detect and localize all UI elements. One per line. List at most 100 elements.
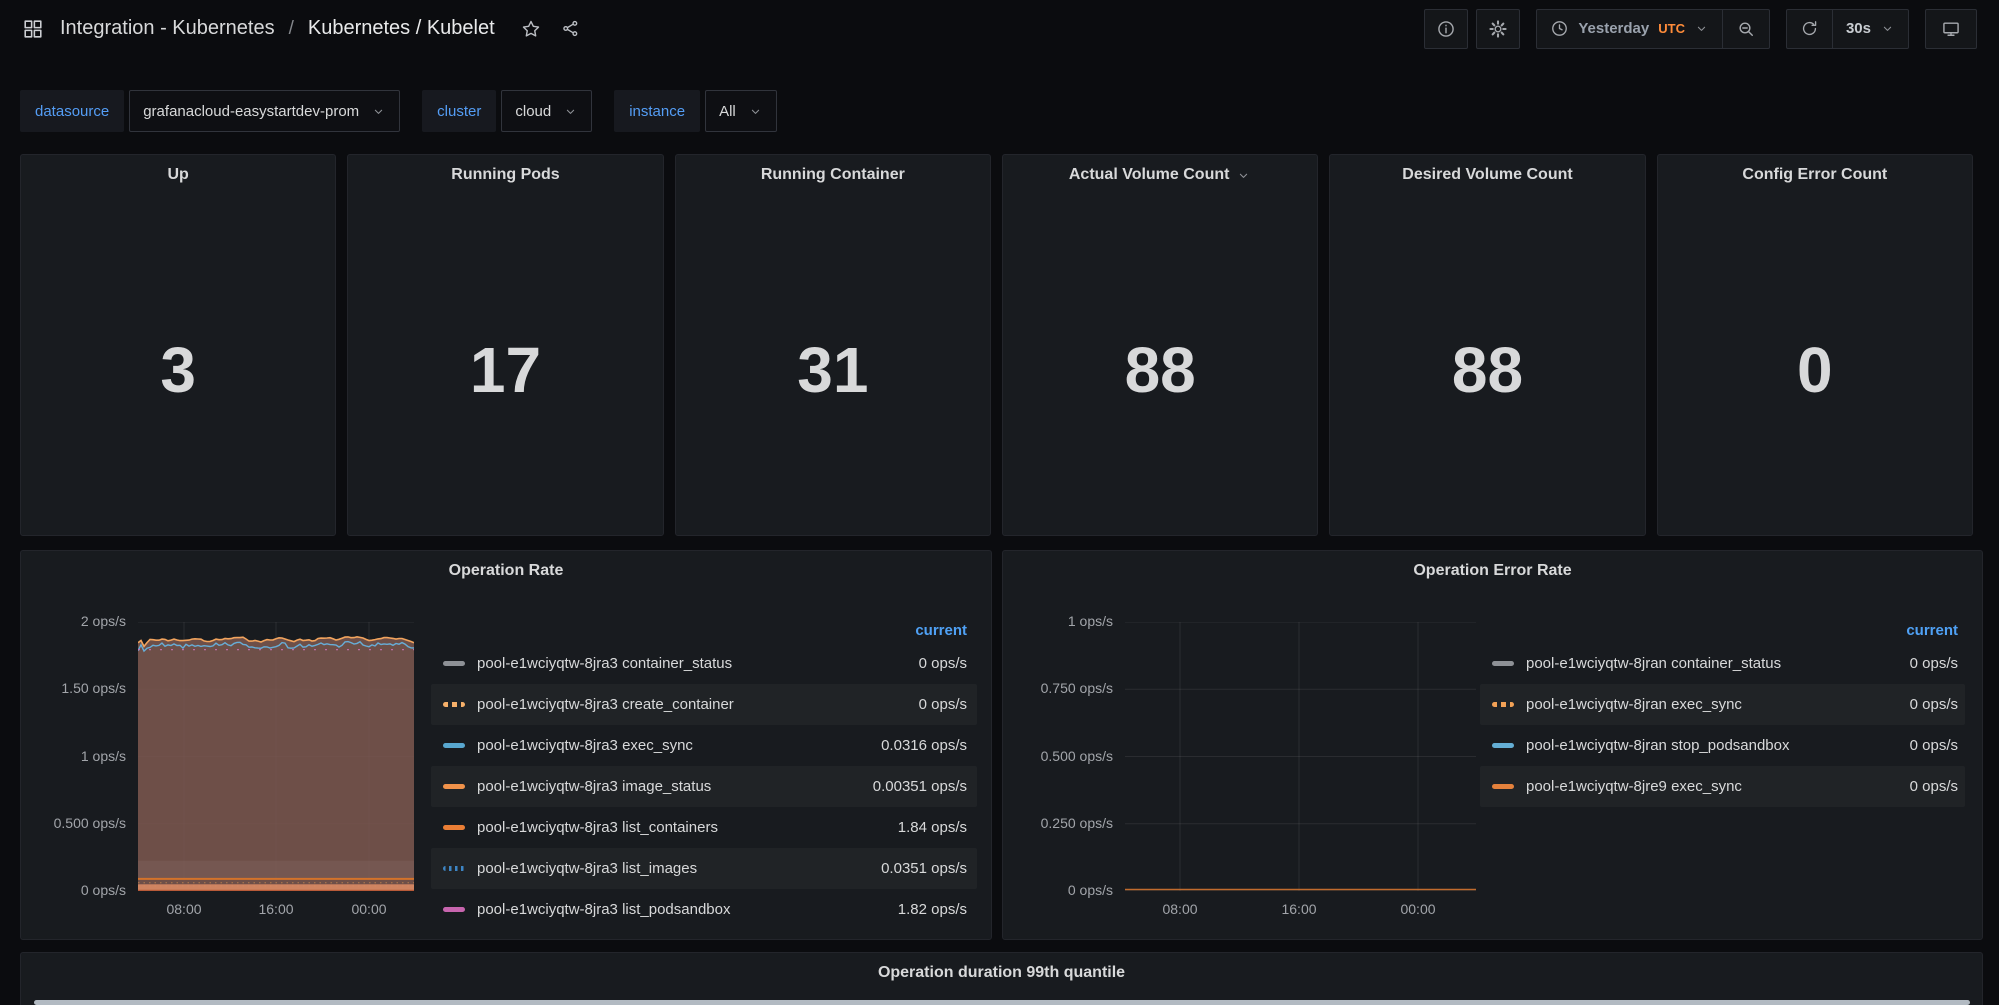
zoom-out-icon <box>1736 19 1756 39</box>
legend-value-header[interactable]: current <box>1906 621 1958 639</box>
series-current-value: 0 ops/s <box>918 655 967 672</box>
time-series-plot[interactable] <box>1125 622 1476 891</box>
legend-value-header[interactable]: current <box>915 621 967 639</box>
refresh-button[interactable] <box>1787 10 1832 48</box>
legend-row[interactable]: pool-e1wciyqtw-8jra3 create_container 0 o… <box>431 684 977 725</box>
legend-row[interactable]: pool-e1wciyqtw-8jran stop_podsandbox 0 op… <box>1480 725 1965 766</box>
panel-title[interactable]: Running Pods <box>348 166 662 184</box>
stat-value: 88 <box>1451 334 1524 406</box>
filter-dropdown-instance[interactable]: All <box>705 90 777 132</box>
star-icon[interactable] <box>521 19 541 39</box>
stat-panel-running-container: Running Container 31 <box>674 154 991 536</box>
dashboard-controls: Yesterday UTC 30s <box>1424 8 1977 49</box>
kiosk-mode-button[interactable] <box>1925 8 1977 49</box>
time-picker-group: Yesterday UTC <box>1536 8 1770 49</box>
series-name: pool-e1wciyqtw-8jra3 create_container <box>477 696 734 713</box>
chevron-down-icon <box>1694 21 1709 36</box>
apps-grid-icon[interactable] <box>22 18 44 40</box>
series-color-swatch <box>443 825 465 830</box>
panel-title[interactable]: Operation Error Rate <box>1003 562 1982 580</box>
info-circle-icon <box>1436 19 1456 39</box>
timezone-label: UTC <box>1658 21 1685 36</box>
filter-label-instance: instance <box>614 90 701 132</box>
legend-row[interactable]: pool-e1wciyqtw-8jra3 list_podsandbox 1.82… <box>431 889 977 930</box>
legend-row[interactable]: pool-e1wciyqtw-8jra3 list_images 0.0351 o… <box>431 848 977 889</box>
share-icon[interactable] <box>561 19 580 38</box>
filter-value: All <box>719 102 736 120</box>
settings-button[interactable] <box>1476 8 1521 49</box>
y-axis-label: 0.250 ops/s <box>1040 814 1113 831</box>
stat-value: 3 <box>160 334 196 406</box>
panel-title[interactable]: Up <box>21 166 335 184</box>
filter-datasource: datasource grafanacloud-easystartdev-prom <box>20 90 401 132</box>
monitor-icon <box>1941 19 1961 39</box>
series-name: pool-e1wciyqtw-8jra3 list_podsandbox <box>477 901 731 918</box>
series-color-swatch <box>443 784 465 789</box>
series-current-value: 0 ops/s <box>1909 655 1958 672</box>
time-range-picker[interactable]: Yesterday UTC <box>1537 10 1722 48</box>
filter-dropdown-datasource[interactable]: grafanacloud-easystartdev-prom <box>129 90 401 132</box>
panel-title[interactable]: Operation duration 99th quantile <box>21 964 1982 982</box>
legend-row[interactable]: pool-e1wciyqtw-8jra3 list_containers 1.84… <box>431 807 977 848</box>
series-color-swatch <box>1492 702 1514 707</box>
refresh-icon <box>1800 19 1819 38</box>
clock-icon <box>1550 19 1569 38</box>
info-button[interactable] <box>1424 8 1469 49</box>
legend-row[interactable]: pool-e1wciyqtw-8jre9 exec_sync 0 ops/s <box>1480 766 1965 807</box>
breadcrumb: Integration - Kubernetes / Kubernetes / … <box>22 17 580 40</box>
legend-row[interactable]: pool-e1wciyqtw-8jran exec_sync 0 ops/s <box>1480 684 1965 725</box>
panel-title[interactable]: Desired Volume Count <box>1330 166 1644 184</box>
panel-title[interactable]: Actual Volume Count <box>1003 166 1317 184</box>
y-axis-label: 0.500 ops/s <box>53 814 126 831</box>
series-color-swatch <box>1492 784 1514 789</box>
series-current-value: 1.84 ops/s <box>897 819 967 836</box>
series-current-value: 0.0351 ops/s <box>881 860 967 877</box>
panel-title-text: Running Container <box>760 166 905 183</box>
refresh-group: 30s <box>1785 8 1909 49</box>
panel-title-text: Desired Volume Count <box>1402 166 1573 183</box>
y-axis-label: 0 ops/s <box>1067 882 1113 898</box>
panel-operation-duration-99th-quantile: Operation duration 99th quantile <box>20 952 1983 1005</box>
panel-title-text: Operation duration 99th quantile <box>877 964 1126 981</box>
series-current-value: 0 ops/s <box>918 696 967 713</box>
legend-row[interactable]: pool-e1wciyqtw-8jra3 image_status 0.00351… <box>431 766 977 807</box>
series-name: pool-e1wciyqtw-8jre9 exec_sync <box>1526 778 1742 795</box>
panel-title-text: Running Pods <box>451 166 560 183</box>
y-axis-label: 0.750 ops/s <box>1040 680 1113 697</box>
series-current-value: 0 ops/s <box>1909 737 1958 754</box>
series-name: pool-e1wciyqtw-8jra3 exec_sync <box>477 737 693 754</box>
series-current-value: 0 ops/s <box>1909 696 1958 713</box>
panel-operation-error-rate: Operation Error Rate 1 ops/s 0.750 ops/s 0… <box>1002 550 1983 940</box>
filter-value: grafanacloud-easystartdev-prom <box>143 102 360 120</box>
panel-title[interactable]: Operation Rate <box>21 562 991 580</box>
stat-value: 17 <box>469 334 542 406</box>
series-current-value: 0 ops/s <box>1909 778 1958 795</box>
series-color-swatch <box>1492 661 1514 666</box>
panel-title[interactable]: Config Error Count <box>1658 166 1972 184</box>
series-current-value: 0.00351 ops/s <box>872 778 967 795</box>
stat-panel-desired-volume-count: Desired Volume Count 88 <box>1329 154 1646 536</box>
chevron-down-icon <box>748 104 763 119</box>
legend-row[interactable]: pool-e1wciyqtw-8jra3 container_status 0 o… <box>431 643 977 684</box>
series-name: pool-e1wciyqtw-8jra3 container_status <box>477 655 733 672</box>
stat-panel-config-error-count: Config Error Count 0 <box>1656 154 1973 536</box>
stat-value: 31 <box>797 334 869 406</box>
series-name: pool-e1wciyqtw-8jra3 list_containers <box>477 819 718 836</box>
stat-panel-running-pods: Running Pods 17 <box>347 154 664 536</box>
refresh-interval-picker[interactable]: 30s <box>1831 9 1908 48</box>
zoom-out-button[interactable] <box>1721 9 1769 48</box>
y-axis-label: 1 ops/s <box>80 747 126 764</box>
series-name: pool-e1wciyqtw-8jra3 list_images <box>477 860 698 877</box>
panel-title-text: Operation Rate <box>448 562 564 579</box>
panel-title-text: Config Error Count <box>1742 166 1888 183</box>
stat-value: 0 <box>1797 334 1833 406</box>
breadcrumb-root[interactable]: Integration - Kubernetes <box>60 17 275 39</box>
panel-title[interactable]: Running Container <box>676 166 990 184</box>
series-name: pool-e1wciyqtw-8jran stop_podsandbox <box>1526 737 1790 754</box>
filter-dropdown-cluster[interactable]: cloud <box>501 90 593 132</box>
legend-row[interactable]: pool-e1wciyqtw-8jran container_status 0 o… <box>1480 643 1965 684</box>
legend: current pool-e1wciyqtw-8jra3 container_st… <box>431 617 977 930</box>
legend-row[interactable]: pool-e1wciyqtw-8jra3 exec_sync 0.0316 ops… <box>431 725 977 766</box>
time-series-plot[interactable] <box>138 622 414 891</box>
